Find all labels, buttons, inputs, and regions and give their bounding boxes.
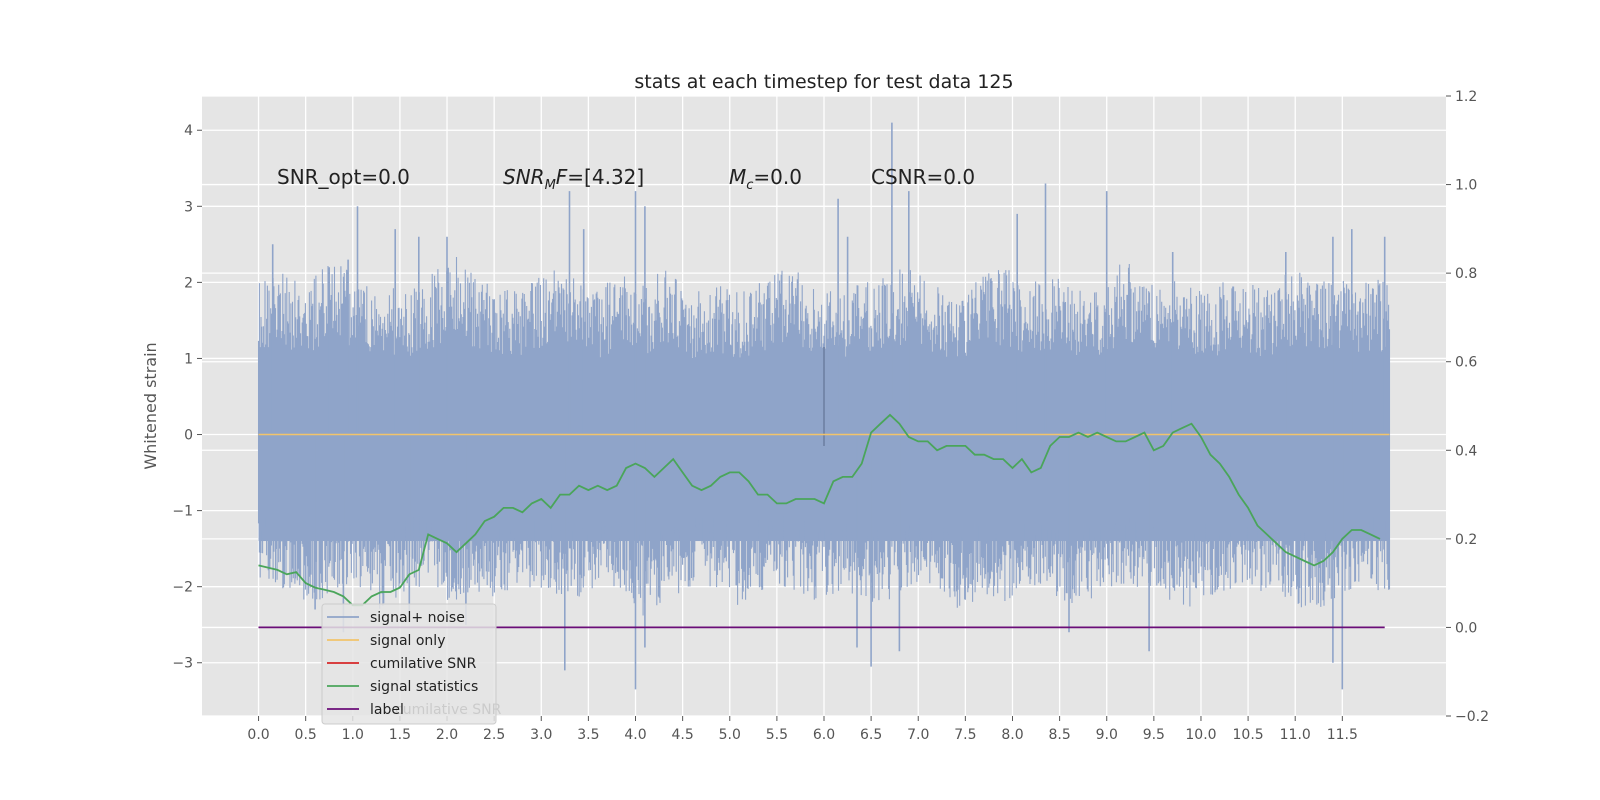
x-tick-label: 6.0 [813,727,835,743]
annotation-mc-sub: c [746,178,753,193]
legend-label: signal only [370,633,445,649]
y-axis-ticks: −3 −2 −1 0 1 2 3 4 [172,123,202,672]
x-tick-label: 9.0 [1096,727,1118,743]
x-tick-label: 10.5 [1233,727,1264,743]
legend-label: signal+ noise [370,610,465,626]
x-tick-label: 9.5 [1143,727,1165,743]
y-tick-label: 4 [184,123,193,139]
y2-tick-label: 0.0 [1455,620,1477,636]
y-tick-label: −3 [172,656,193,672]
annotation-snr-mf-tail: F [556,165,568,189]
y2-tick-label: 0.6 [1455,355,1477,371]
annotation-mc-main: M [729,165,746,189]
y2-tick-label: 0.2 [1455,532,1477,548]
annotation-snr-mf-sub: M [545,178,556,193]
series-signal-noise [257,122,1391,690]
x-tick-label: 4.0 [624,727,646,743]
x-tick-label: 0.5 [295,727,317,743]
legend-label: cumilative SNR [370,656,477,672]
y-tick-label: 2 [184,275,193,291]
y2-tick-label: 0.4 [1455,443,1477,459]
legend-ghost-text: cumilative SNR [395,702,502,718]
x-tick-label: 11.5 [1327,727,1358,743]
x-tick-label: 8.5 [1048,727,1070,743]
y-tick-label: 3 [184,199,193,215]
y2-tick-label: 0.8 [1455,266,1477,282]
annotation-snr-mf-value: =[4.32] [567,165,644,189]
y-tick-label: 1 [184,351,193,367]
x-tick-label: 7.5 [954,727,976,743]
y-tick-label: 0 [184,428,193,444]
x-tick-label: 5.0 [719,727,741,743]
x-tick-label: 3.5 [577,727,599,743]
legend-label: label [370,702,404,718]
annotation-csnr: CSNR=0.0 [871,165,975,189]
x-tick-label: 4.5 [672,727,694,743]
y-axis-label: Whitened strain [141,342,160,469]
annotation-snr-mf: SNRMF=[4.32] [503,165,644,193]
x-tick-label: 0.0 [247,727,269,743]
legend-items: signal+ noise signal only cumilative SNR si… [327,610,478,718]
x-tick-label: 6.5 [860,727,882,743]
x-tick-label: 5.5 [766,727,788,743]
annotation-mc: Mc=0.0 [729,165,802,193]
x-tick-label: 2.0 [436,727,458,743]
y-tick-label: −1 [172,504,193,520]
chart-title: stats at each timestep for test data 125 [634,71,1013,93]
x-tick-label: 11.0 [1280,727,1311,743]
annotations: SNR_opt=0.0 SNRMF=[4.32] Mc=0.0 CSNR=0.0 [277,165,975,193]
y2-tick-label: 1.2 [1455,89,1477,105]
legend-label: signal statistics [370,679,478,695]
x-tick-label: 7.0 [907,727,929,743]
y2-axis-ticks: −0.2 0.0 0.2 0.4 0.6 0.8 1.0 1.2 [1446,89,1489,725]
x-tick-label: 1.0 [342,727,364,743]
x-tick-label: 2.5 [483,727,505,743]
annotation-snr-mf-main: SNR [503,165,545,189]
x-tick-label: 1.5 [389,727,411,743]
legend: cumilative SNR signal+ noise signal only c… [321,603,502,725]
y-tick-label: −2 [172,580,193,596]
noise-spikes [271,122,1386,690]
y2-tick-label: −0.2 [1455,709,1489,725]
x-tick-label: 10.0 [1185,727,1216,743]
annotation-mc-value: =0.0 [753,165,802,189]
series-signal-statistics [258,413,1381,607]
y2-tick-label: 1.0 [1455,178,1477,194]
x-axis-ticks: 0.0 0.5 1.0 1.5 2.0 2.5 3.0 3.5 4.0 4.5 5.0 5.5 6.0 6… [247,716,1358,743]
legend-box [321,603,497,725]
x-tick-label: 8.0 [1001,727,1023,743]
x-tick-label: 3.0 [530,727,552,743]
annotation-snr-opt: SNR_opt=0.0 [277,165,410,189]
